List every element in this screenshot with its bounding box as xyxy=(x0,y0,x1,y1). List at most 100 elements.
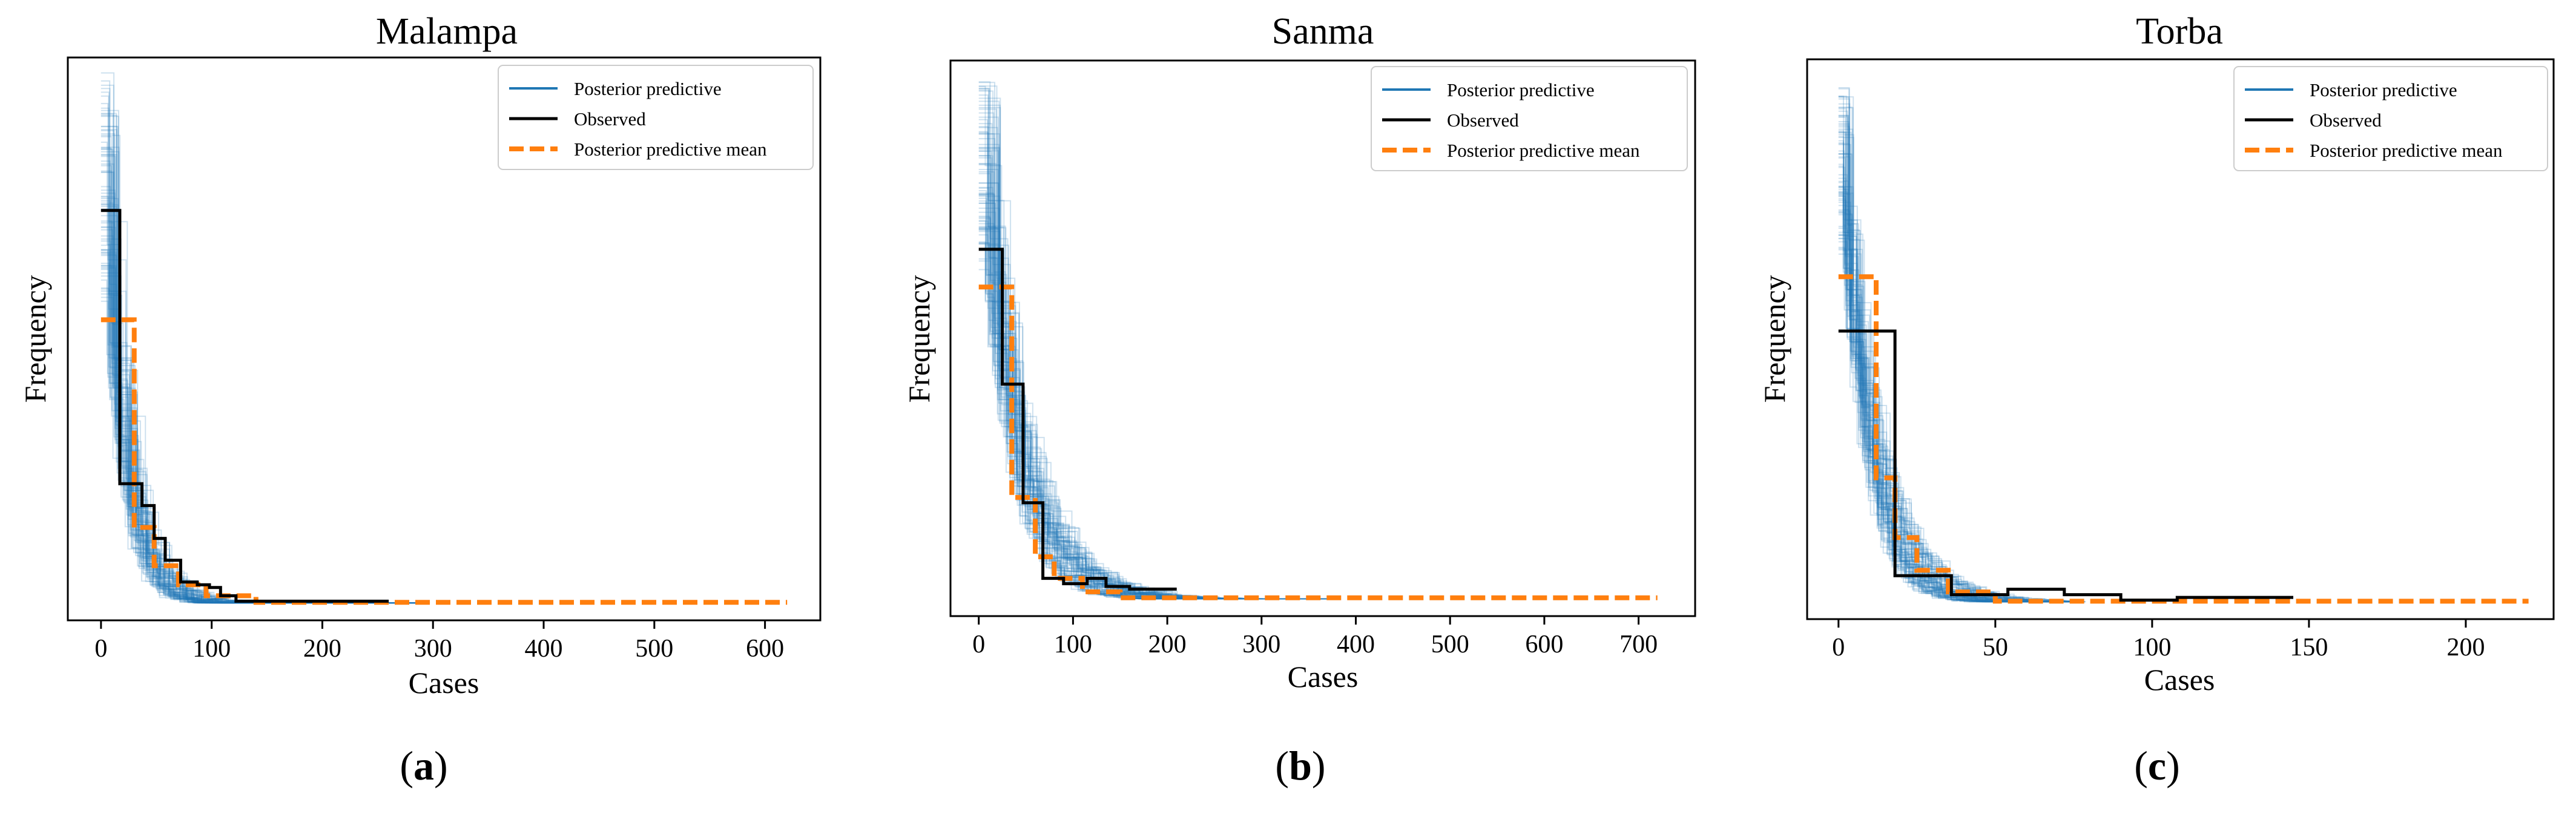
legend-box xyxy=(498,65,814,170)
plot-frame xyxy=(949,59,1696,617)
predictive-sample-curve xyxy=(978,97,1336,600)
legend-label-mean: Posterior predictive mean xyxy=(574,139,767,160)
x-tick-label: 50 xyxy=(1983,634,2008,661)
legend-label-mean: Posterior predictive mean xyxy=(1447,140,1640,161)
predictive-sample-curve xyxy=(978,226,1322,600)
x-tick-label: 0 xyxy=(94,635,107,663)
predictive-sample-curve xyxy=(100,293,423,604)
predictive-sample-curve xyxy=(978,126,1322,600)
predictive-mean-line xyxy=(100,317,788,605)
observed-line xyxy=(978,248,1177,591)
x-tick-label: 200 xyxy=(1148,631,1187,658)
predictive-sample-curve xyxy=(1838,124,2080,602)
x-tick-label: 400 xyxy=(525,635,563,663)
x-tick-label: 600 xyxy=(746,635,784,663)
legend: Posterior predictive Observed Posterior … xyxy=(498,65,814,170)
x-tick-label: 500 xyxy=(635,635,673,663)
observed-line xyxy=(1838,329,2293,602)
y-axis-label: Frequency xyxy=(902,275,936,402)
predictive-sample-curve xyxy=(978,155,1319,600)
panel-caption: (c) xyxy=(2134,743,2180,789)
panel-caption: (a) xyxy=(400,743,447,789)
plot-frame xyxy=(67,56,822,622)
x-tick-label: 150 xyxy=(2290,634,2328,661)
x-axis-label: Cases xyxy=(1288,660,1359,694)
predictive-sample-curve xyxy=(1838,136,2081,603)
predictive-sample-curve xyxy=(978,163,1330,600)
x-tick-label: 200 xyxy=(303,635,341,663)
predictive-sample-curve xyxy=(978,182,1334,600)
predictive-samples xyxy=(100,72,430,604)
legend-box xyxy=(1371,66,1688,171)
predictive-sample-curve xyxy=(100,300,430,604)
legend-label-predictive: Posterior predictive xyxy=(2310,79,2457,100)
x-axis-ticks: 0 100 200 300 400 500 600 700 xyxy=(972,616,1658,658)
x-axis-ticks: 0 100 200 300 400 500 600 xyxy=(94,620,784,663)
x-axis-ticks: 0 50 100 150 200 xyxy=(1832,619,2485,661)
legend-box xyxy=(2233,66,2548,171)
predictive-sample-curve xyxy=(978,220,1323,600)
predictive-sample-curve xyxy=(978,197,1325,600)
chart-title: Malampa xyxy=(376,11,518,52)
x-tick-label: 0 xyxy=(1832,634,1845,661)
legend-label-observed: Observed xyxy=(574,108,646,130)
predictive-sample-curve xyxy=(1838,156,2080,603)
predictive-sample-curve xyxy=(978,193,1321,600)
predictive-sample-curve xyxy=(1838,130,2076,603)
x-tick-label: 0 xyxy=(972,631,985,658)
predictive-sample-curve xyxy=(100,125,416,604)
predictive-sample-curve xyxy=(100,226,421,604)
predictive-sample-curve xyxy=(100,203,413,604)
predictive-sample-curve xyxy=(978,182,1321,600)
x-tick-label: 100 xyxy=(193,635,231,663)
predictive-sample-curve xyxy=(100,142,414,604)
predictive-sample-curve xyxy=(100,255,414,604)
legend: Posterior predictive Observed Posterior … xyxy=(2233,66,2548,171)
legend-label-predictive: Posterior predictive xyxy=(574,78,722,99)
predictive-sample-curve xyxy=(1838,234,2077,602)
legend-label-observed: Observed xyxy=(1447,110,1519,131)
plot-frame xyxy=(1806,58,2555,620)
x-tick-label: 500 xyxy=(1431,631,1469,658)
predictive-sample-curve xyxy=(978,186,1329,600)
predictive-sample-curve xyxy=(100,266,417,604)
x-tick-label: 300 xyxy=(414,635,452,663)
predictive-sample-curve xyxy=(978,242,1324,600)
predictive-sample-curve xyxy=(978,187,1328,600)
predictive-sample-curve xyxy=(1838,137,2084,603)
predictive-sample-curve xyxy=(1838,134,2082,603)
predictive-sample-curve xyxy=(1838,191,2078,603)
x-tick-label: 100 xyxy=(1054,631,1092,658)
predictive-sample-curve xyxy=(978,243,1332,600)
predictive-mean-line xyxy=(978,284,1658,600)
y-axis-label: Frequency xyxy=(18,275,52,402)
predictive-sample-curve xyxy=(100,245,420,604)
predictive-sample-curve xyxy=(978,133,1337,600)
x-tick-label: 300 xyxy=(1242,631,1280,658)
x-tick-label: 100 xyxy=(2133,634,2171,661)
x-tick-label: 400 xyxy=(1337,631,1375,658)
predictive-sample-curve xyxy=(978,217,1323,600)
predictive-sample-curve xyxy=(1838,98,2085,603)
panel-torba: Torba 0 50 100 150 200 Cases Frequency Poste… xyxy=(1757,11,2555,789)
panel-sanma: Sanma 0 100 200 300 400 500 600 700 Cases Frequ… xyxy=(902,11,1696,789)
y-axis-label: Frequency xyxy=(1757,275,1791,402)
predictive-sample-curve xyxy=(100,196,417,604)
predictive-sample-curve xyxy=(100,226,412,604)
predictive-sample-curve xyxy=(978,123,1322,600)
legend-label-observed: Observed xyxy=(2310,110,2382,131)
predictive-sample-curve xyxy=(978,218,1319,600)
x-axis-label: Cases xyxy=(409,666,479,700)
predictive-sample-curve xyxy=(978,172,1323,600)
predictive-sample-curve xyxy=(978,223,1322,600)
predictive-sample-curve xyxy=(978,148,1321,600)
legend: Posterior predictive Observed Posterior … xyxy=(1371,66,1688,171)
predictive-sample-curve xyxy=(100,80,423,604)
predictive-sample-curve xyxy=(978,200,1340,600)
predictive-sample-curve xyxy=(1838,205,2080,603)
predictive-mean-line xyxy=(1838,274,2529,604)
predictive-sample-curve xyxy=(100,229,411,604)
chart-title: Sanma xyxy=(1272,11,1374,52)
predictive-sample-curve xyxy=(978,242,1319,600)
